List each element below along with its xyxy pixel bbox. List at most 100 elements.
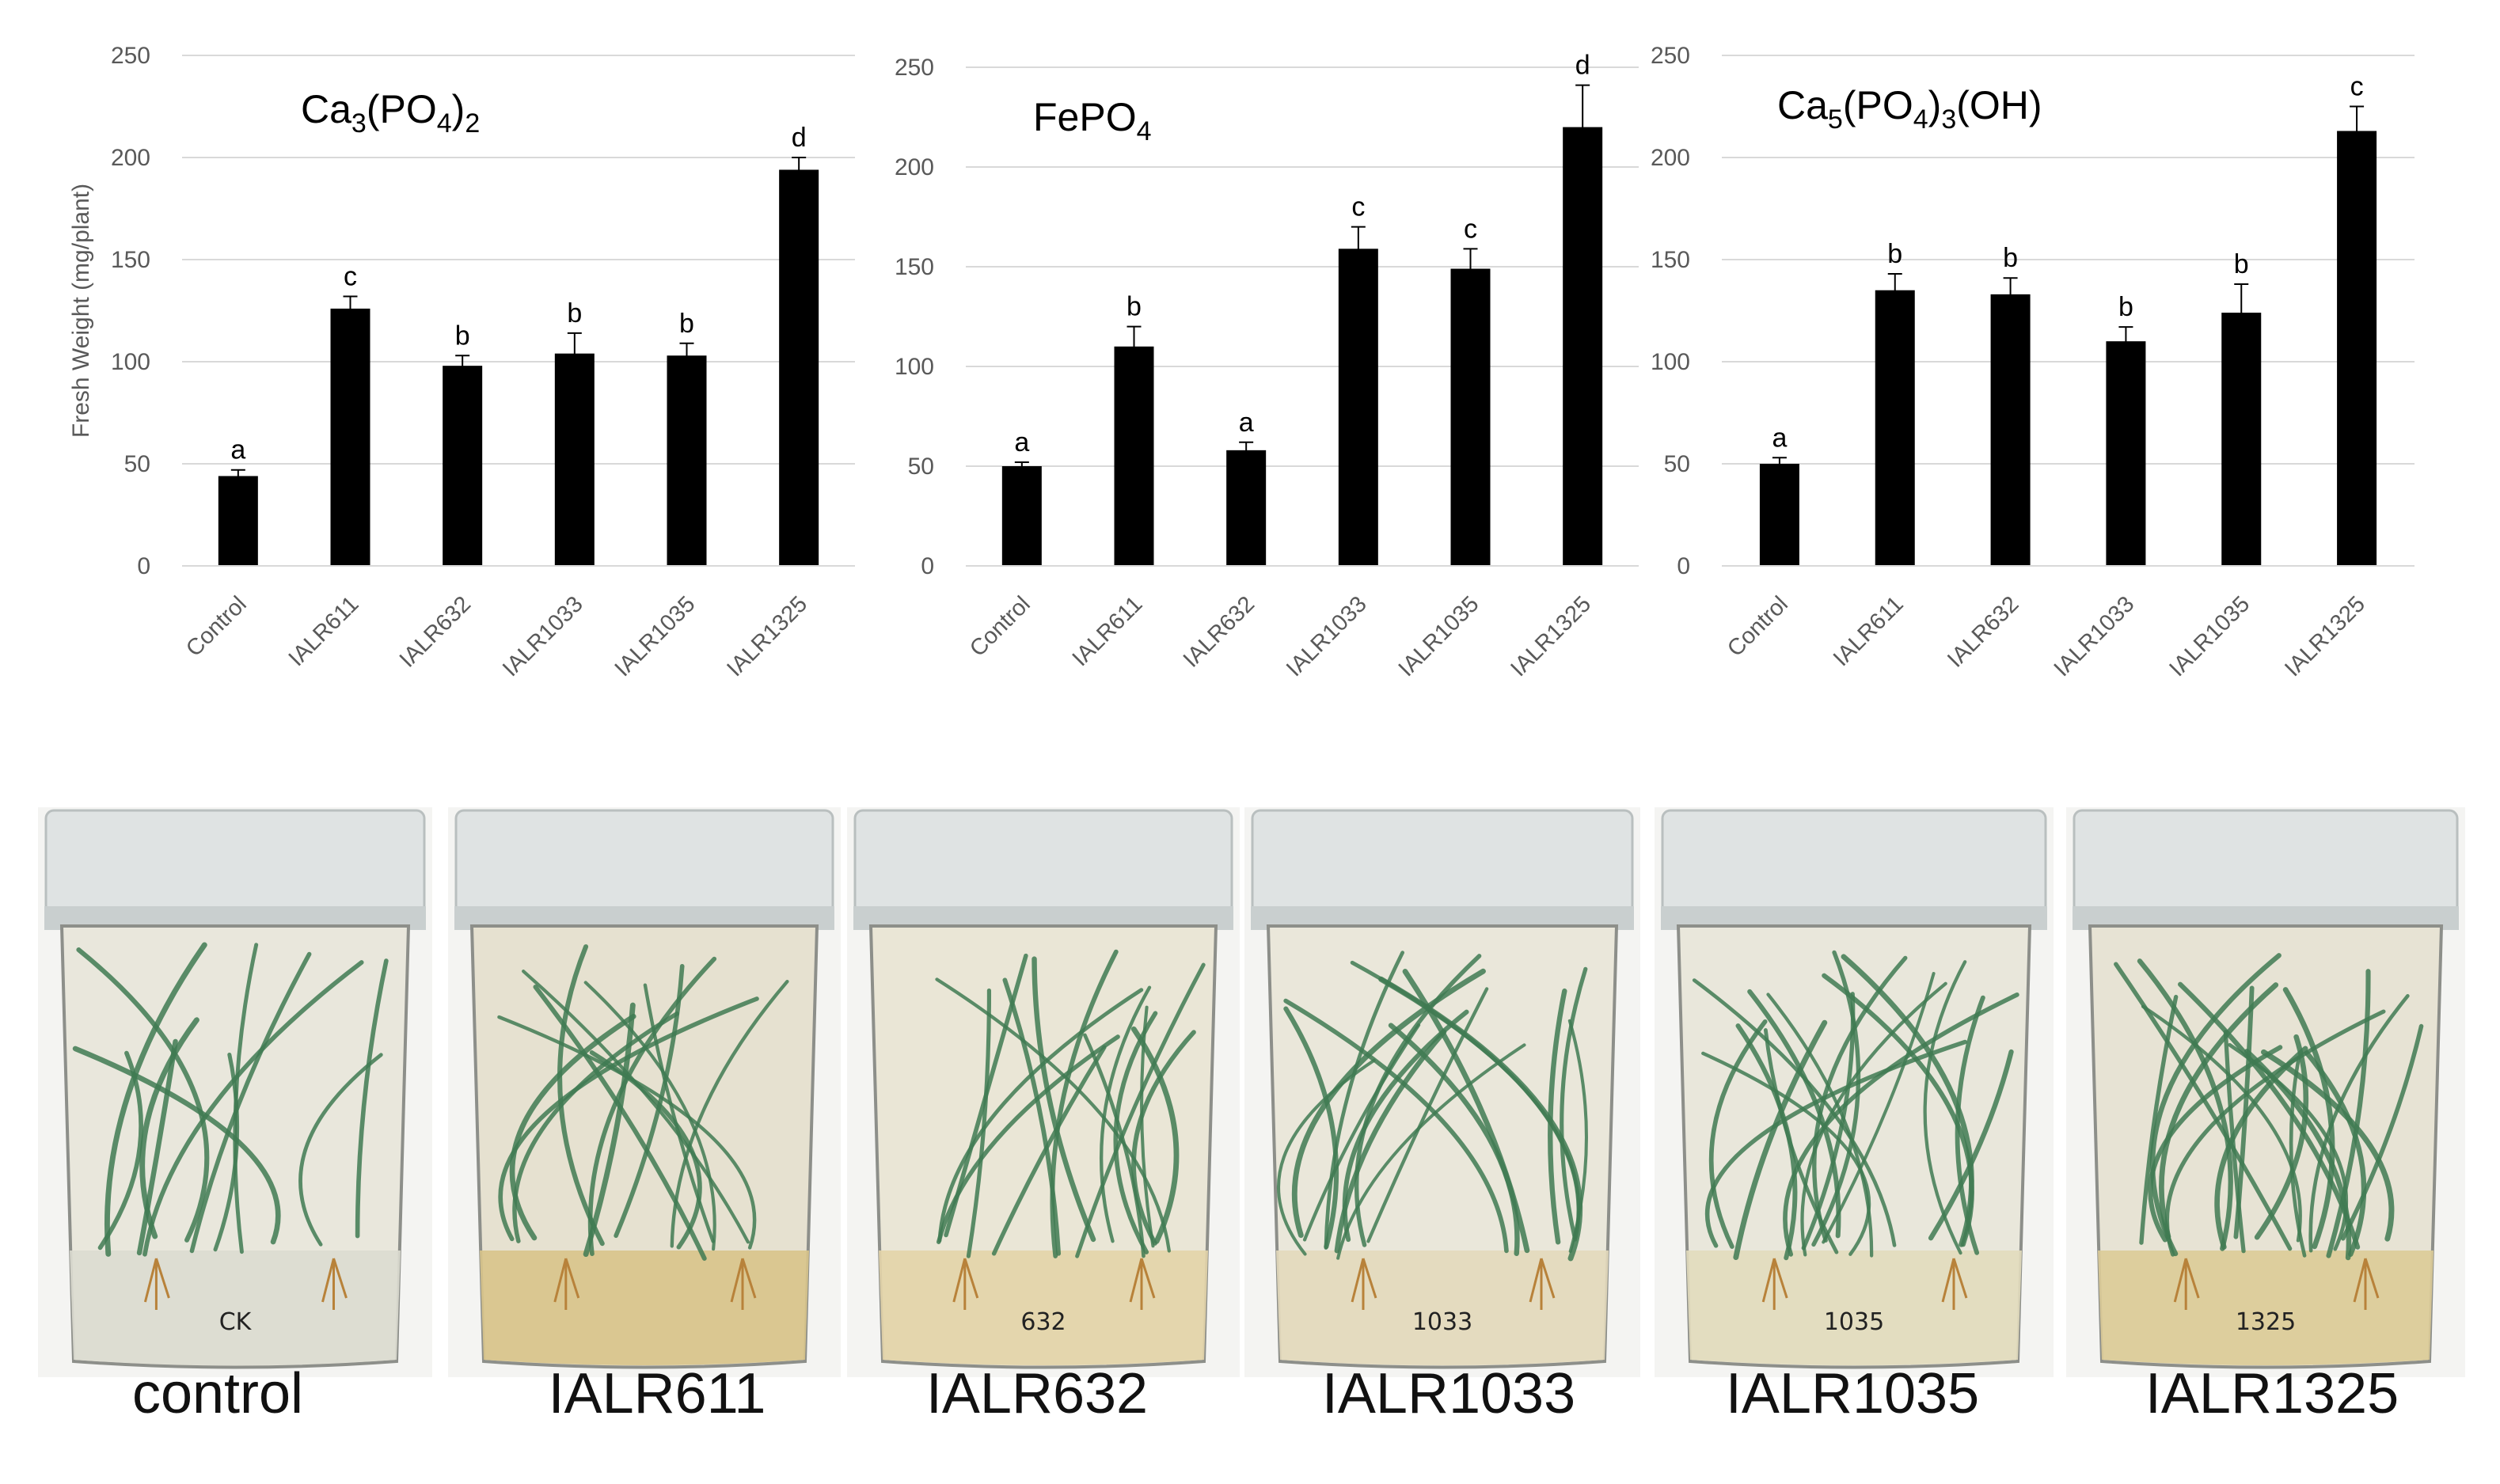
significance-letter: a xyxy=(230,435,245,465)
seedling-leaf xyxy=(937,988,1144,1243)
bar-Control xyxy=(1759,464,1799,566)
bar-IALR1325 xyxy=(1563,127,1603,567)
bar-IALR632 xyxy=(443,366,483,566)
seedling-leaf xyxy=(1277,1058,1376,1256)
jar-marker-label: 1033 xyxy=(1412,1308,1472,1336)
jar-photo-IALR632: 632 xyxy=(847,807,1240,1377)
seedling-root xyxy=(1529,1258,1556,1310)
title-text: FePO xyxy=(1033,95,1137,139)
x-tick-label: IALR1033 xyxy=(2050,591,2140,681)
y-tick-label: 250 xyxy=(895,55,934,81)
seedling-leaf xyxy=(1766,992,1874,1258)
seedling-leaf xyxy=(104,942,207,1257)
title-text: ) xyxy=(452,87,465,131)
bar-IALR1033 xyxy=(2106,341,2146,566)
x-tick-label: IALR611 xyxy=(1068,591,1148,671)
x-tick-label: IALR1035 xyxy=(610,591,701,681)
photo-label: IALR1325 xyxy=(2145,1362,2399,1425)
x-tick-label: IALR1325 xyxy=(1506,591,1596,681)
seedling-leaf xyxy=(189,951,312,1254)
seedling-leaf xyxy=(1923,960,1967,1255)
seedling-root xyxy=(143,1258,170,1310)
seedling-leaf xyxy=(1705,1039,1967,1248)
bar-IALR632 xyxy=(1226,450,1267,566)
seedling-leaf xyxy=(2139,994,2179,1245)
seedling-leaf xyxy=(1336,1043,1526,1260)
significance-letter: a xyxy=(1239,408,1254,438)
title-text: (OH) xyxy=(1956,83,2042,127)
seedling-leaf xyxy=(2164,1009,2386,1257)
bar-IALR632 xyxy=(1990,294,2031,566)
growth-medium xyxy=(879,1251,1208,1365)
jar-illustration: CK xyxy=(38,807,432,1377)
jar-photo-IALR1035: 1035 xyxy=(1655,807,2054,1377)
seedling-leaf xyxy=(1560,966,1588,1242)
significance-letter: b xyxy=(2234,249,2249,279)
seedling-leaf xyxy=(1841,954,1974,1247)
seedling-leaf xyxy=(587,956,717,1257)
x-tick-label: Control xyxy=(965,591,1035,662)
seedling-leaf xyxy=(2282,987,2335,1250)
title-subscript: 2 xyxy=(465,108,480,139)
y-tick-label: 0 xyxy=(137,553,150,579)
seedling-leaf xyxy=(1032,956,1096,1243)
seedling-root xyxy=(2173,1258,2200,1310)
x-tick-label: IALR611 xyxy=(284,591,364,671)
bar-IALR1325 xyxy=(2337,131,2377,566)
seedling-leaf xyxy=(2148,1045,2283,1243)
title-text: ) xyxy=(1928,83,1942,127)
photo-label: control xyxy=(131,1362,304,1425)
jar-illustration: 1035 xyxy=(1655,807,2054,1377)
seedling-leaf xyxy=(1733,1019,1828,1261)
significance-letter: d xyxy=(1575,51,1590,81)
chart-2: 0 50 100 150 200 250 FePO4 a Control b IALR611 a IAL… xyxy=(895,51,1639,681)
title-subscript: 5 xyxy=(1828,104,1843,135)
title-text: Ca xyxy=(1777,83,1828,127)
x-tick-label: IALR1035 xyxy=(1394,591,1484,681)
seedling-leaf xyxy=(2159,982,2279,1239)
photo-label: IALR1033 xyxy=(1321,1362,1576,1425)
y-axis-label: Fresh Weight (mg/plant) xyxy=(68,184,94,438)
jar-lid xyxy=(1251,809,1634,915)
significance-letter: b xyxy=(1127,292,1142,322)
seedling-leaf xyxy=(1366,987,1489,1243)
seedling-leaf xyxy=(2141,1004,2302,1243)
seedling-leaf xyxy=(298,1053,383,1247)
y-tick-label: 100 xyxy=(1651,349,1690,375)
significance-letter: a xyxy=(1772,423,1787,453)
bar-IALR1033 xyxy=(1338,249,1378,566)
x-tick-label: IALR1325 xyxy=(722,591,812,681)
y-tick-label: 150 xyxy=(1651,247,1690,273)
y-tick-label: 100 xyxy=(111,349,150,375)
seedling-leaf xyxy=(935,977,1171,1253)
x-tick-label: IALR1033 xyxy=(1282,591,1372,681)
jar-lid xyxy=(2073,809,2459,915)
bar-Control xyxy=(218,476,258,566)
seedling-leaf xyxy=(136,1038,178,1256)
photo-label: IALR632 xyxy=(925,1362,1149,1425)
y-tick-label: 250 xyxy=(1651,43,1690,69)
seedling-root xyxy=(2353,1258,2380,1310)
seedling-leaf xyxy=(1324,951,1405,1250)
seedling-leaf xyxy=(497,1015,757,1250)
jar-photo-control: CK xyxy=(38,807,432,1377)
bar-Control xyxy=(1001,466,1042,566)
seedling-leaf xyxy=(1354,954,1482,1247)
significance-letter: b xyxy=(2003,243,2018,273)
significance-letter: b xyxy=(455,321,470,351)
jar-lid xyxy=(44,809,426,915)
y-tick-label: 50 xyxy=(124,451,150,477)
x-tick-label: IALR632 xyxy=(1943,591,2023,672)
jar-photo-IALR1325: 1325 xyxy=(2066,807,2465,1377)
seedling-leaf xyxy=(233,943,259,1254)
y-tick-label: 250 xyxy=(111,43,150,69)
jar-lid xyxy=(454,809,834,915)
seedling-leaf xyxy=(76,947,210,1243)
seedling-leaf xyxy=(498,996,759,1242)
seedling-leaf xyxy=(509,1013,636,1241)
jar-illustration xyxy=(448,807,841,1377)
bar-IALR611 xyxy=(330,308,370,566)
title-subscript: 3 xyxy=(1941,104,1956,135)
y-tick-label: 0 xyxy=(921,553,934,579)
